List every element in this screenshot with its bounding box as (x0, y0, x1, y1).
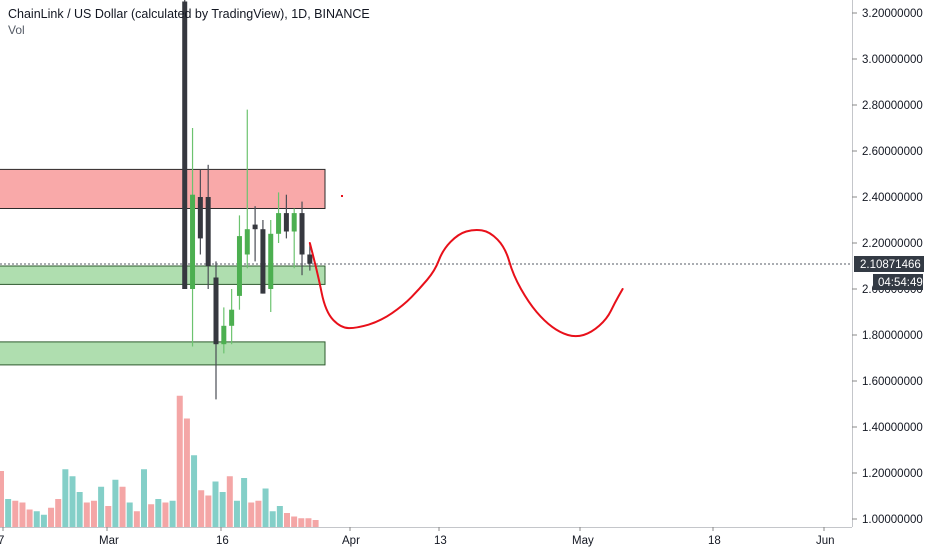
price-tick-label: 2.40000000 (862, 192, 923, 204)
volume-bar (291, 516, 298, 527)
countdown-badge: 04:54:49 (873, 273, 923, 290)
price-axis[interactable]: 3.20000000 3.00000000 2.80000000 2.60000000… (852, 8, 923, 526)
volume-bar (276, 506, 283, 527)
last-price-label: 2.10871466 (860, 259, 921, 271)
volume-bar (40, 514, 47, 527)
price-tick-label: 1.00000000 (862, 514, 923, 526)
candle-body[interactable] (229, 309, 235, 326)
support-zone[interactable] (0, 265, 326, 285)
volume-bar (176, 395, 183, 527)
time-tick-label: 7 (0, 535, 4, 547)
red-dot-marker (341, 195, 343, 197)
candle-body[interactable] (299, 213, 305, 255)
volume-bar (98, 486, 105, 527)
volume-bar (262, 488, 269, 527)
chart-title[interactable]: ChainLink / US Dollar (calculated by Tra… (8, 7, 370, 21)
candle-body[interactable] (182, 1, 188, 290)
price-tick-label: 1.60000000 (862, 376, 923, 388)
volume-bar (219, 492, 226, 527)
volume-bar (269, 511, 276, 527)
time-tick-label: May (572, 535, 594, 547)
volume-bar (284, 513, 290, 527)
volume-bar (248, 502, 255, 527)
candle-body[interactable] (205, 197, 211, 266)
candle-body[interactable] (252, 224, 258, 230)
price-tick-label: 3.20000000 (862, 8, 923, 20)
volume-bar (0, 471, 4, 527)
volume-bar (83, 502, 90, 527)
support-zone[interactable] (0, 341, 326, 366)
volume-bar (5, 499, 12, 527)
volume-bar (48, 507, 55, 527)
volume-bar (148, 504, 155, 527)
candle-body[interactable] (307, 254, 313, 264)
candle-body[interactable] (213, 277, 219, 345)
volume-layer (0, 395, 319, 527)
price-tick-label: 1.40000000 (862, 422, 923, 434)
last-price-badge: 2.10871466 (854, 255, 924, 272)
candle-body[interactable] (268, 233, 274, 289)
candle-layer[interactable] (182, 0, 313, 400)
volume-bar (162, 502, 169, 527)
time-axis[interactable]: 7 Mar 16 Apr 13 May 18 Jun (0, 527, 835, 547)
volume-bar (169, 500, 176, 527)
volume-bar (241, 478, 248, 527)
volume-bar (19, 502, 26, 527)
candle-countdown-label: 04:54:49 (878, 277, 923, 289)
price-tick-label: 2.20000000 (862, 238, 923, 250)
resistance-zone[interactable] (0, 168, 326, 209)
volume-bar (119, 486, 126, 527)
volume-bar (212, 481, 219, 527)
volume-indicator-label[interactable]: Vol (8, 23, 25, 37)
volume-bar (126, 502, 133, 527)
candle-body[interactable] (244, 229, 250, 255)
volume-bar (105, 506, 112, 527)
price-tick-label: 2.80000000 (862, 100, 923, 112)
price-tick-label: 1.80000000 (862, 330, 923, 342)
time-tick-label: 16 (216, 535, 229, 547)
volume-bar (76, 492, 83, 527)
volume-bar (62, 469, 69, 527)
price-tick-label: 2.60000000 (862, 146, 923, 158)
time-tick-label: 18 (708, 535, 721, 547)
volume-bar (298, 518, 305, 527)
price-tick-label: 3.00000000 (862, 54, 923, 66)
candle-body[interactable] (221, 325, 227, 345)
zone-layer (0, 168, 326, 366)
volume-bar (12, 500, 19, 527)
candle-body[interactable] (283, 213, 289, 232)
volume-bar (155, 499, 162, 527)
time-tick-label: Apr (342, 535, 360, 547)
volume-bar (255, 500, 262, 527)
volume-bar (191, 455, 198, 527)
candle-body[interactable] (190, 194, 196, 289)
candle-body[interactable] (291, 213, 297, 232)
volume-bar (26, 509, 33, 527)
projection-drawing[interactable] (308, 228, 624, 338)
volume-bar (69, 476, 76, 527)
volume-bar (141, 469, 147, 527)
price-tick-label: 1.20000000 (862, 468, 923, 480)
candle-body[interactable] (197, 197, 203, 239)
volume-bar (112, 479, 119, 527)
candle-body[interactable] (236, 236, 242, 296)
volume-bar (305, 518, 312, 527)
volume-bar (198, 490, 205, 527)
time-tick-label: 13 (434, 535, 447, 547)
volume-bar (133, 511, 140, 527)
volume-bar (90, 500, 97, 527)
time-tick-label: Mar (99, 535, 119, 547)
volume-bar (33, 511, 40, 527)
volume-bar (55, 499, 62, 527)
volume-bar (205, 495, 212, 527)
volume-bar (226, 476, 233, 527)
volume-bar (312, 520, 319, 527)
time-tick-label: Jun (816, 535, 835, 547)
candle-body[interactable] (276, 213, 282, 234)
volume-bar (233, 500, 240, 527)
candle-body[interactable] (260, 229, 266, 294)
volume-bar (183, 418, 190, 527)
